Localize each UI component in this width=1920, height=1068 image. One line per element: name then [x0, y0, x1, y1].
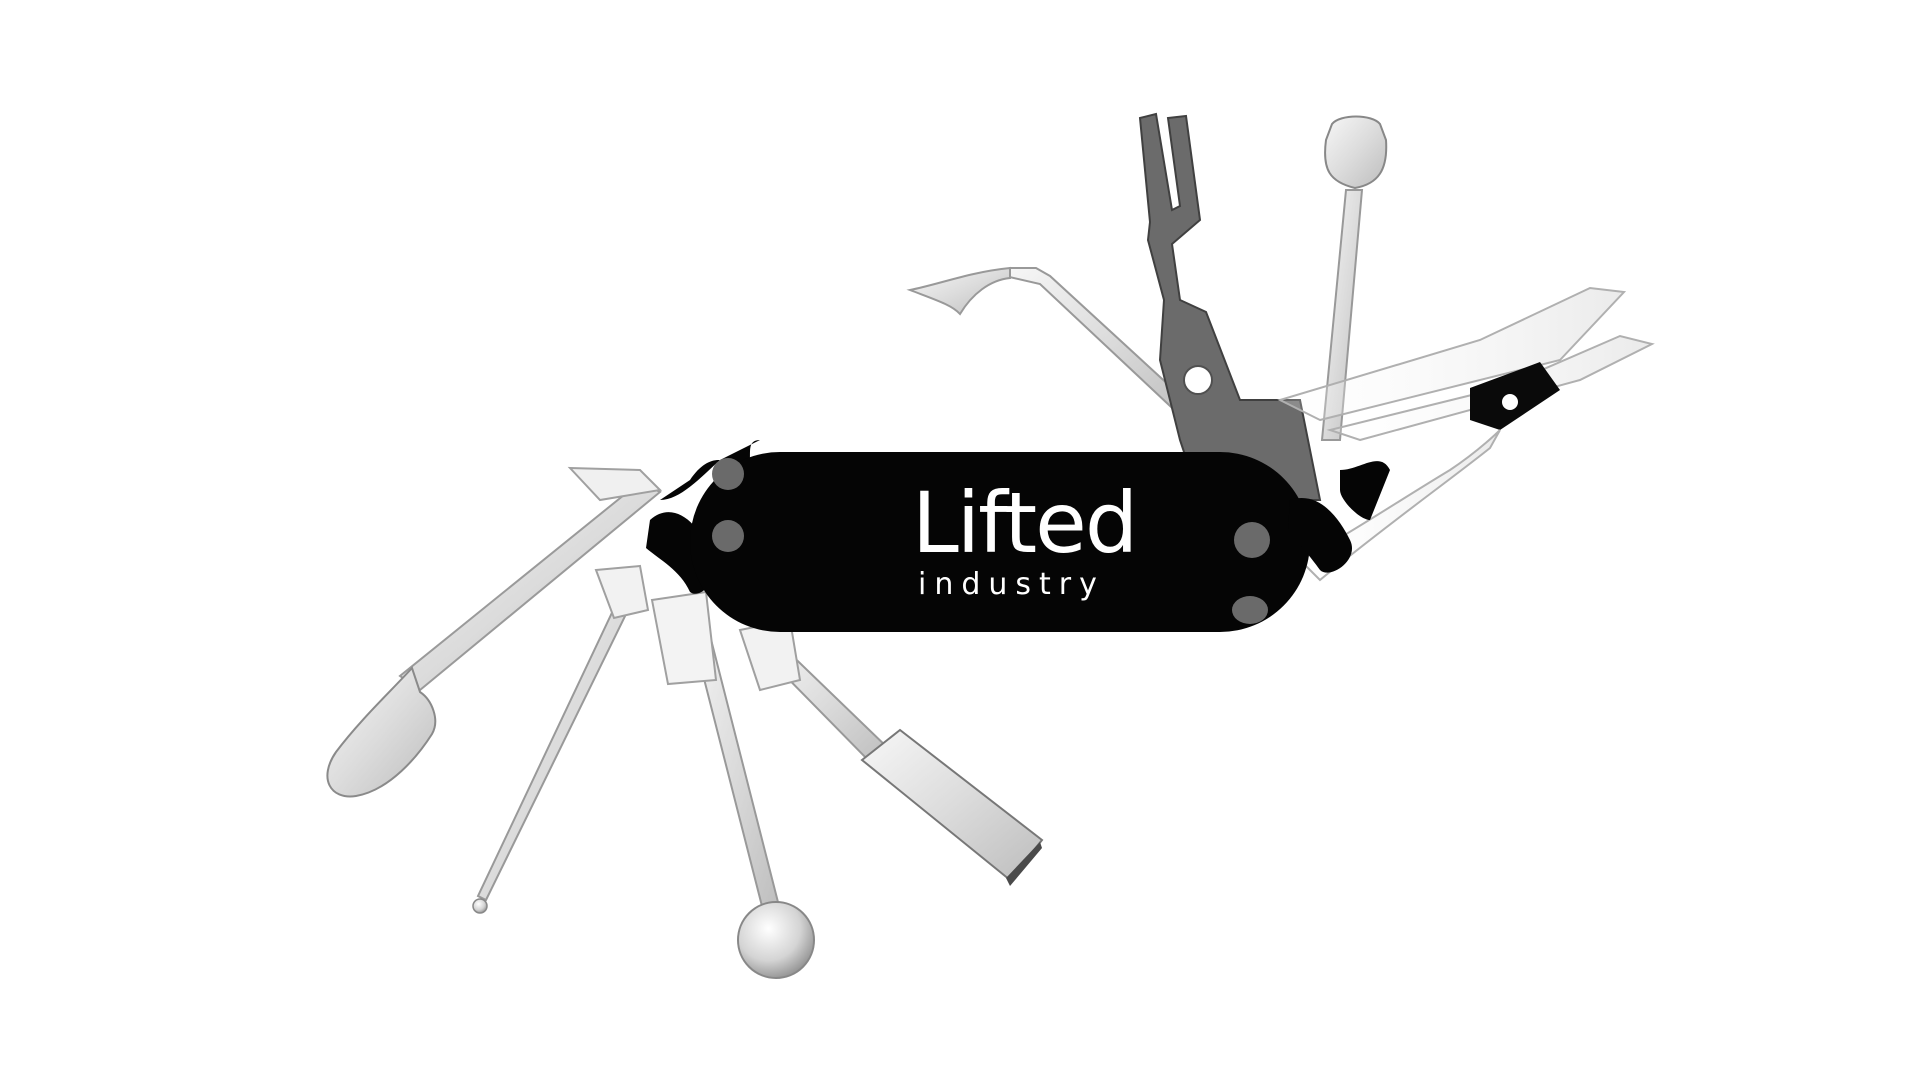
- brand-name: Lifted: [912, 474, 1136, 572]
- hook-pick-tool: [906, 266, 1198, 422]
- ball-dabber-tool: [650, 590, 815, 979]
- spoon-tool: [326, 466, 663, 798]
- scoop-tool: [738, 618, 1044, 886]
- brand-tagline: industry: [918, 567, 1105, 602]
- fork-tool: [1138, 112, 1322, 501]
- handle: [646, 440, 1390, 632]
- dabber-tool: [472, 564, 650, 914]
- flat-tip-tool: [1320, 115, 1388, 441]
